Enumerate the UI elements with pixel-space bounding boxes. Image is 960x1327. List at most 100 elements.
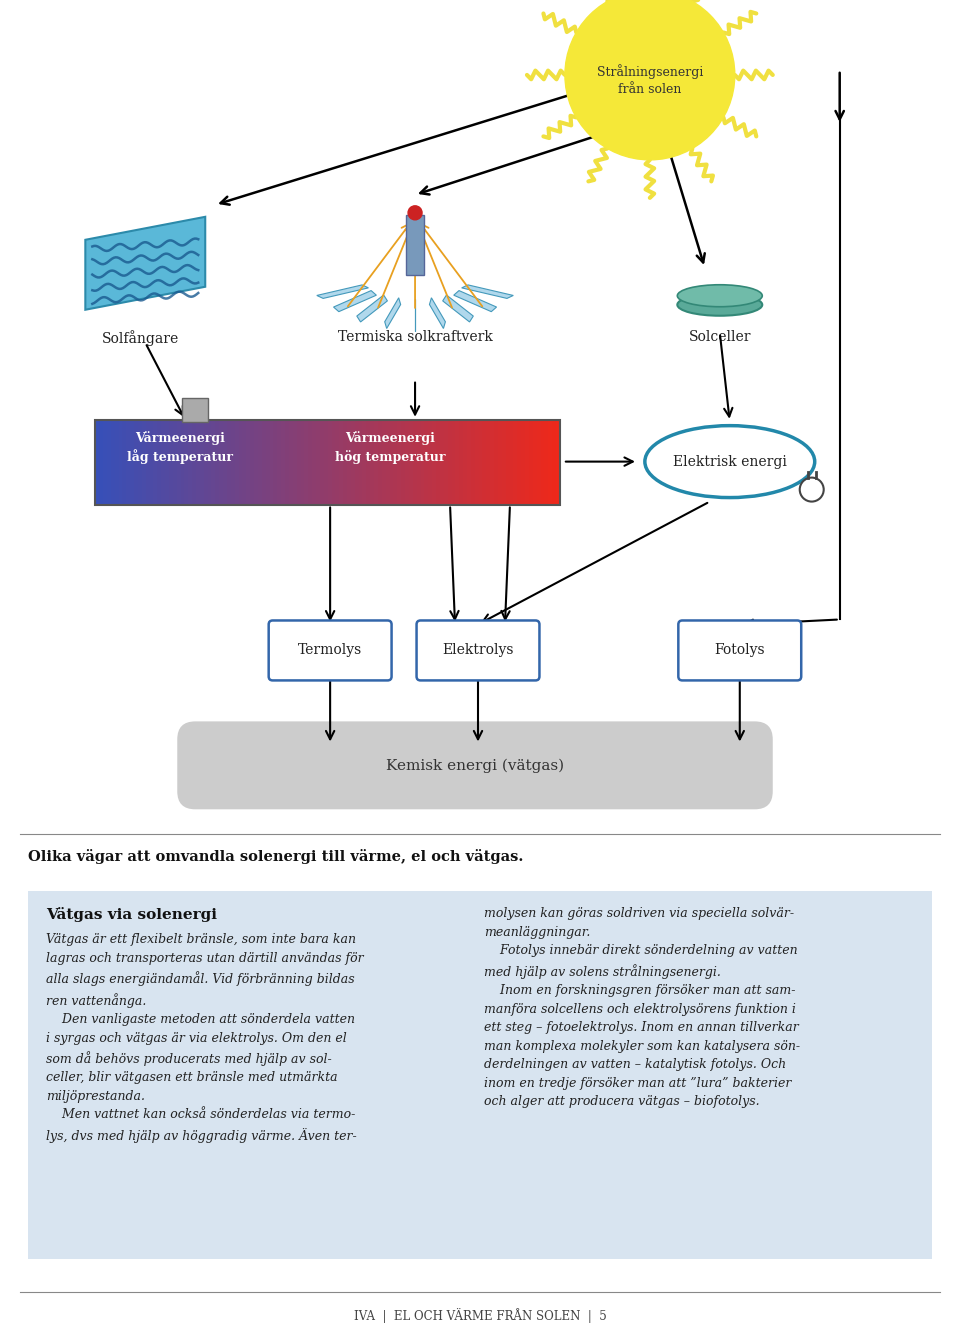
Bar: [401, 419, 406, 504]
Text: Termolys: Termolys: [298, 644, 362, 657]
Bar: [285, 419, 290, 504]
Bar: [95, 419, 100, 504]
Text: IVA  |  EL OCH VÄRME FRÅN SOLEN  |  5: IVA | EL OCH VÄRME FRÅN SOLEN | 5: [353, 1308, 607, 1323]
Bar: [339, 419, 344, 504]
Text: Elektrolys: Elektrolys: [443, 644, 514, 657]
Polygon shape: [333, 291, 376, 312]
Polygon shape: [317, 285, 369, 299]
Bar: [374, 419, 379, 504]
Bar: [540, 419, 545, 504]
Ellipse shape: [678, 285, 762, 307]
Bar: [363, 419, 368, 504]
Bar: [204, 419, 208, 504]
Bar: [262, 419, 267, 504]
Bar: [382, 419, 387, 504]
Bar: [114, 419, 120, 504]
Bar: [177, 419, 181, 504]
Bar: [517, 419, 522, 504]
Bar: [95, 419, 560, 504]
Ellipse shape: [678, 293, 762, 316]
Bar: [134, 419, 139, 504]
Bar: [234, 419, 240, 504]
Bar: [394, 419, 398, 504]
Bar: [483, 419, 488, 504]
Text: Termiska solkraftverk: Termiska solkraftverk: [338, 329, 492, 344]
Bar: [406, 215, 424, 275]
Bar: [180, 419, 185, 504]
Bar: [537, 419, 541, 504]
Bar: [173, 419, 178, 504]
Bar: [274, 419, 278, 504]
Bar: [146, 419, 151, 504]
Bar: [432, 419, 437, 504]
Bar: [514, 419, 518, 504]
Bar: [258, 419, 263, 504]
Bar: [552, 419, 557, 504]
Bar: [289, 419, 294, 504]
Bar: [270, 419, 275, 504]
Bar: [243, 419, 248, 504]
Bar: [161, 419, 166, 504]
Bar: [397, 419, 402, 504]
Bar: [118, 419, 124, 504]
Bar: [386, 419, 391, 504]
Bar: [350, 419, 356, 504]
Text: Vätgas via solenergi: Vätgas via solenergi: [46, 908, 217, 922]
Bar: [355, 419, 360, 504]
Bar: [529, 419, 534, 504]
Bar: [211, 419, 216, 504]
Bar: [343, 419, 348, 504]
Polygon shape: [85, 216, 205, 309]
Bar: [29, 892, 931, 1259]
Text: Kemisk energi (vätgas): Kemisk energi (vätgas): [386, 758, 564, 772]
Bar: [304, 419, 309, 504]
Bar: [390, 419, 395, 504]
Text: Elektrisk energi: Elektrisk energi: [673, 455, 787, 468]
Bar: [184, 419, 189, 504]
Bar: [107, 419, 111, 504]
Polygon shape: [357, 295, 388, 322]
Bar: [525, 419, 530, 504]
Bar: [110, 419, 116, 504]
Bar: [455, 419, 460, 504]
Bar: [521, 419, 526, 504]
Bar: [192, 419, 197, 504]
Bar: [428, 419, 433, 504]
Bar: [487, 419, 492, 504]
Bar: [277, 419, 282, 504]
Bar: [417, 419, 421, 504]
Bar: [548, 419, 553, 504]
Bar: [247, 419, 252, 504]
FancyBboxPatch shape: [417, 621, 540, 681]
Bar: [182, 398, 208, 422]
Bar: [316, 419, 321, 504]
Text: molysen kan göras soldriven via speciella solvär-
meanläggningar.
    Fotolys in: molysen kan göras soldriven via speciell…: [484, 908, 800, 1108]
Text: Värmeenergi
hög temperatur: Värmeenergi hög temperatur: [335, 431, 445, 463]
Text: Solfångare: Solfångare: [102, 329, 179, 345]
Polygon shape: [385, 297, 400, 329]
Bar: [378, 419, 383, 504]
Bar: [207, 419, 212, 504]
Bar: [424, 419, 429, 504]
Bar: [451, 419, 456, 504]
Bar: [219, 419, 224, 504]
Bar: [506, 419, 511, 504]
Bar: [371, 419, 375, 504]
Text: Solceller: Solceller: [688, 329, 751, 344]
Bar: [254, 419, 259, 504]
Bar: [367, 419, 372, 504]
Bar: [142, 419, 147, 504]
FancyBboxPatch shape: [178, 722, 773, 809]
Circle shape: [564, 0, 734, 159]
Bar: [103, 419, 108, 504]
Bar: [123, 419, 128, 504]
Bar: [312, 419, 317, 504]
Bar: [297, 419, 301, 504]
Text: Fotolys: Fotolys: [714, 644, 765, 657]
Bar: [491, 419, 495, 504]
Bar: [131, 419, 135, 504]
Bar: [281, 419, 286, 504]
Bar: [502, 419, 507, 504]
Bar: [467, 419, 472, 504]
Bar: [157, 419, 162, 504]
